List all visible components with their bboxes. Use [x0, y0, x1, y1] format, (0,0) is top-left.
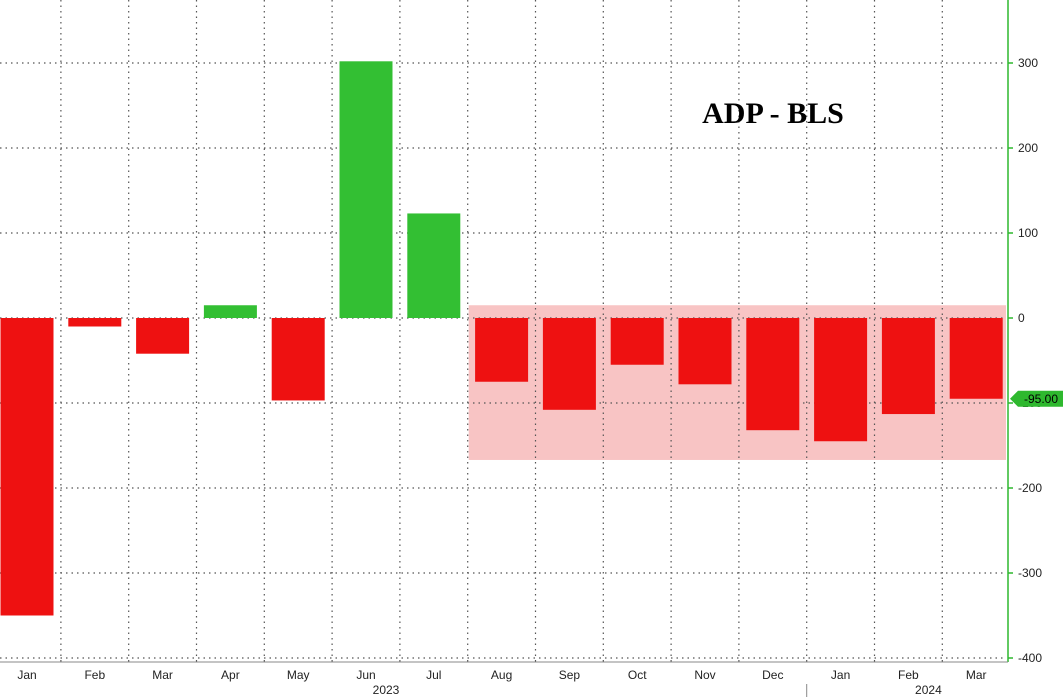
bar: [0, 318, 54, 616]
x-tick-label: Mar: [152, 668, 173, 682]
bar: [678, 318, 732, 385]
bar: [814, 318, 868, 442]
x-tick-label: Jan: [17, 668, 36, 682]
bar: [203, 305, 257, 318]
x-tick-label: Aug: [491, 668, 512, 682]
bar: [881, 318, 935, 415]
x-tick-label: Apr: [221, 668, 240, 682]
x-tick-label: Jul: [426, 668, 441, 682]
bar: [949, 318, 1003, 399]
last-value-tag: [1010, 390, 1063, 407]
x-tick-label: Dec: [762, 668, 783, 682]
bar: [610, 318, 664, 365]
x-tick-label: Sep: [559, 668, 581, 682]
x-tick-label: Jun: [356, 668, 375, 682]
year-label: 2023: [373, 683, 400, 697]
y-tick-label: -200: [1018, 481, 1042, 495]
y-tick-label: 0: [1018, 311, 1025, 325]
bar: [407, 213, 461, 318]
y-tick-label: 100: [1018, 226, 1038, 240]
x-tick-label: Oct: [628, 668, 647, 682]
chart-title: ADP - BLS: [702, 97, 844, 130]
x-tick-label: Nov: [694, 668, 715, 682]
last-value-label: -95.00: [1024, 392, 1058, 406]
bar: [68, 318, 122, 327]
x-tick-label: Feb: [84, 668, 105, 682]
x-tick-label: May: [287, 668, 310, 682]
y-tick-label: -400: [1018, 651, 1042, 665]
x-tick-label: Jan: [831, 668, 850, 682]
year-label: 2024: [915, 683, 942, 697]
bar: [746, 318, 800, 431]
y-tick-label: 300: [1018, 56, 1038, 70]
bar: [475, 318, 529, 382]
bar: [136, 318, 190, 354]
x-tick-label: Feb: [898, 668, 919, 682]
bar: [271, 318, 325, 401]
bar: [339, 61, 393, 319]
bar: [542, 318, 596, 410]
y-tick-label: -300: [1018, 566, 1042, 580]
x-tick-label: Mar: [966, 668, 987, 682]
y-tick-label: 200: [1018, 141, 1038, 155]
